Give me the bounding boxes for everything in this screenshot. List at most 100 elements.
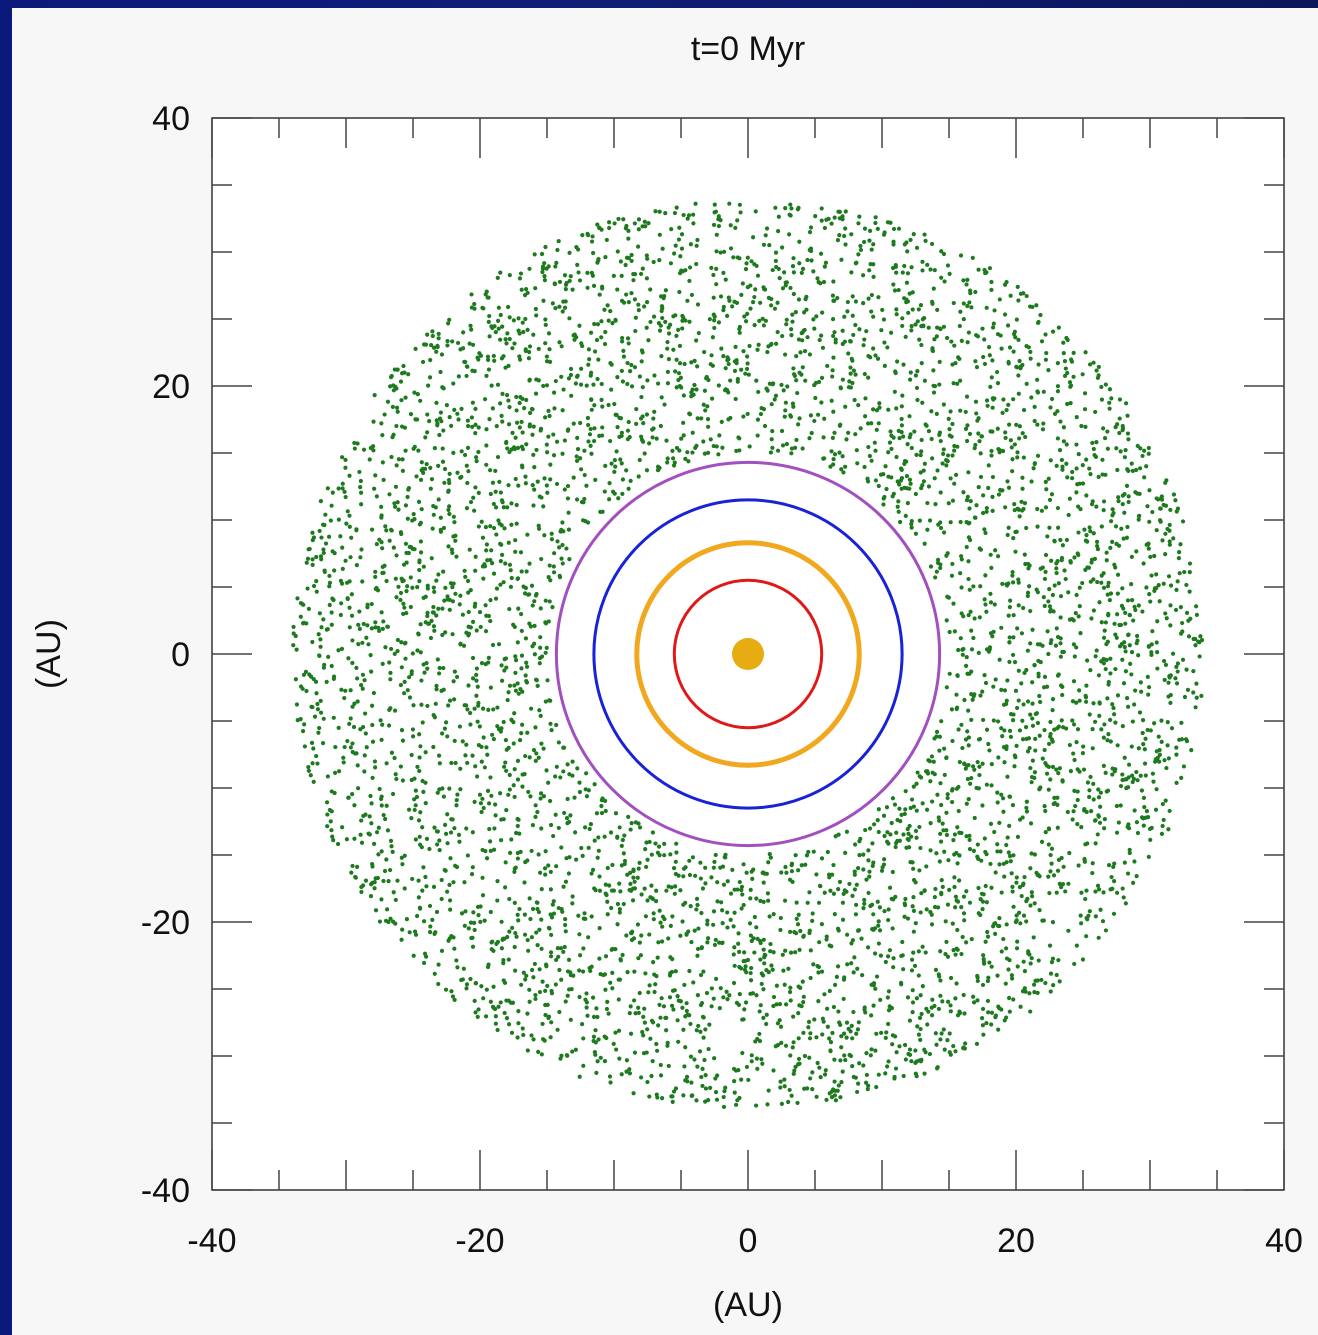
- disk-particle: [1093, 841, 1098, 846]
- disk-particle: [540, 979, 545, 984]
- disk-particle: [493, 802, 498, 807]
- disk-particle: [482, 564, 488, 569]
- disk-particle: [401, 363, 406, 369]
- disk-particle: [519, 628, 524, 634]
- disk-particle: [833, 1098, 839, 1103]
- disk-particle: [712, 210, 717, 215]
- disk-particle: [1128, 661, 1133, 666]
- disk-particle: [861, 343, 866, 348]
- disk-particle: [418, 539, 423, 544]
- disk-particle: [877, 405, 882, 410]
- disk-particle: [416, 499, 422, 505]
- disk-particle: [838, 386, 843, 391]
- disk-particle: [964, 520, 969, 525]
- disk-particle: [550, 301, 555, 306]
- disk-particle: [490, 732, 495, 737]
- disk-particle: [459, 911, 465, 916]
- disk-particle: [383, 918, 389, 923]
- disk-particle: [442, 466, 448, 472]
- disk-particle: [1015, 455, 1020, 460]
- disk-particle: [507, 772, 512, 778]
- disk-particle: [505, 934, 510, 940]
- disk-particle: [333, 770, 338, 775]
- disk-particle: [957, 853, 962, 858]
- disk-particle: [1167, 542, 1172, 547]
- disk-particle: [521, 584, 526, 589]
- disk-particle: [690, 450, 695, 455]
- disk-particle: [905, 249, 910, 254]
- disk-particle: [778, 1024, 784, 1029]
- disk-particle: [1016, 507, 1021, 512]
- disk-particle: [798, 350, 803, 355]
- disk-particle: [562, 273, 568, 278]
- disk-particle: [1116, 495, 1121, 500]
- disk-particle: [732, 1090, 737, 1095]
- disk-particle: [718, 250, 723, 255]
- disk-particle: [1110, 702, 1115, 707]
- disk-particle: [1011, 853, 1016, 858]
- disk-particle: [522, 880, 527, 885]
- disk-particle: [689, 292, 695, 298]
- disk-particle: [774, 983, 779, 988]
- disk-particle: [1015, 626, 1020, 631]
- disk-particle: [859, 936, 864, 941]
- disk-particle: [427, 930, 433, 935]
- disk-particle: [1033, 748, 1038, 753]
- disk-particle: [1164, 616, 1169, 621]
- disk-particle: [731, 980, 737, 986]
- disk-particle: [484, 427, 489, 432]
- disk-particle: [1118, 449, 1123, 454]
- disk-particle: [745, 411, 750, 417]
- disk-particle: [741, 959, 746, 964]
- disk-particle: [840, 454, 845, 459]
- disk-particle: [507, 683, 513, 688]
- disk-particle: [989, 565, 994, 571]
- disk-particle: [470, 400, 475, 405]
- disk-particle: [940, 821, 945, 826]
- disk-particle: [819, 333, 824, 338]
- disk-particle: [743, 319, 749, 324]
- disk-particle: [318, 710, 324, 715]
- disk-particle: [1174, 664, 1179, 670]
- disk-particle: [829, 221, 834, 226]
- disk-particle: [347, 524, 352, 529]
- disk-particle: [547, 413, 552, 419]
- disk-particle: [604, 237, 609, 243]
- disk-particle: [806, 1019, 812, 1025]
- disk-particle: [379, 421, 384, 426]
- disk-particle: [929, 241, 935, 247]
- disk-particle: [486, 801, 492, 806]
- disk-particle: [651, 416, 656, 421]
- disk-particle: [1135, 778, 1140, 783]
- disk-particle: [718, 294, 724, 299]
- disk-particle: [543, 415, 548, 420]
- disk-particle: [515, 640, 520, 645]
- disk-particle: [996, 1027, 1001, 1032]
- disk-particle: [901, 362, 906, 367]
- disk-particle: [1156, 497, 1161, 502]
- disk-particle: [965, 423, 970, 428]
- disk-particle: [440, 632, 445, 638]
- disk-particle: [660, 939, 665, 944]
- disk-particle: [964, 498, 970, 503]
- disk-particle: [314, 753, 319, 759]
- disk-particle: [484, 443, 489, 448]
- disk-particle: [1005, 678, 1010, 683]
- disk-particle: [1065, 401, 1070, 407]
- disk-particle: [879, 328, 884, 333]
- disk-particle: [1067, 850, 1072, 856]
- disk-particle: [567, 557, 572, 562]
- disk-particle: [597, 433, 602, 438]
- disk-particle: [306, 606, 311, 611]
- disk-particle: [677, 225, 682, 230]
- disk-particle: [628, 368, 633, 374]
- disk-particle: [963, 426, 969, 431]
- disk-particle: [686, 213, 692, 218]
- disk-particle: [705, 922, 710, 927]
- disk-particle: [702, 1057, 707, 1063]
- disk-particle: [358, 727, 363, 732]
- disk-particle: [758, 898, 763, 903]
- disk-particle: [1048, 731, 1053, 737]
- disk-particle: [919, 437, 924, 443]
- disk-particle: [954, 981, 959, 986]
